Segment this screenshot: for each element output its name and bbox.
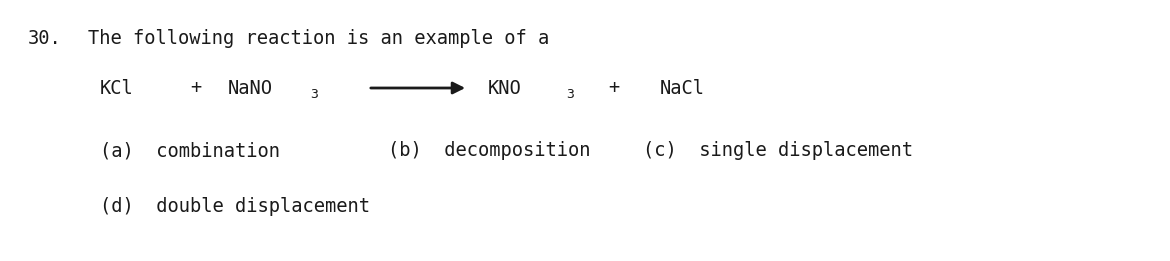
Text: KNO: KNO (488, 79, 522, 98)
Text: 3: 3 (310, 87, 318, 100)
Text: 30.: 30. (28, 29, 62, 48)
Text: (a)  combination: (a) combination (99, 141, 280, 161)
Text: The following reaction is an example of a: The following reaction is an example of … (88, 29, 549, 48)
Text: (c)  single displacement: (c) single displacement (644, 141, 913, 161)
Text: KCl: KCl (99, 79, 133, 98)
Text: NaCl: NaCl (660, 79, 706, 98)
Text: 3: 3 (566, 87, 574, 100)
Text: +: + (190, 79, 201, 98)
Text: (b)  decomposition: (b) decomposition (388, 141, 591, 161)
Text: (d)  double displacement: (d) double displacement (99, 197, 370, 216)
Text: +: + (608, 79, 619, 98)
Text: NaNO: NaNO (228, 79, 273, 98)
